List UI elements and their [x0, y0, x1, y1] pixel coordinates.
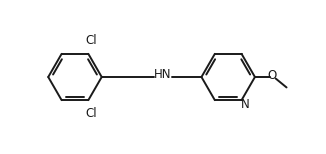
Text: HN: HN	[154, 68, 172, 81]
Text: N: N	[241, 98, 250, 111]
Text: Cl: Cl	[86, 107, 97, 120]
Text: Cl: Cl	[86, 34, 97, 47]
Text: O: O	[267, 69, 276, 82]
